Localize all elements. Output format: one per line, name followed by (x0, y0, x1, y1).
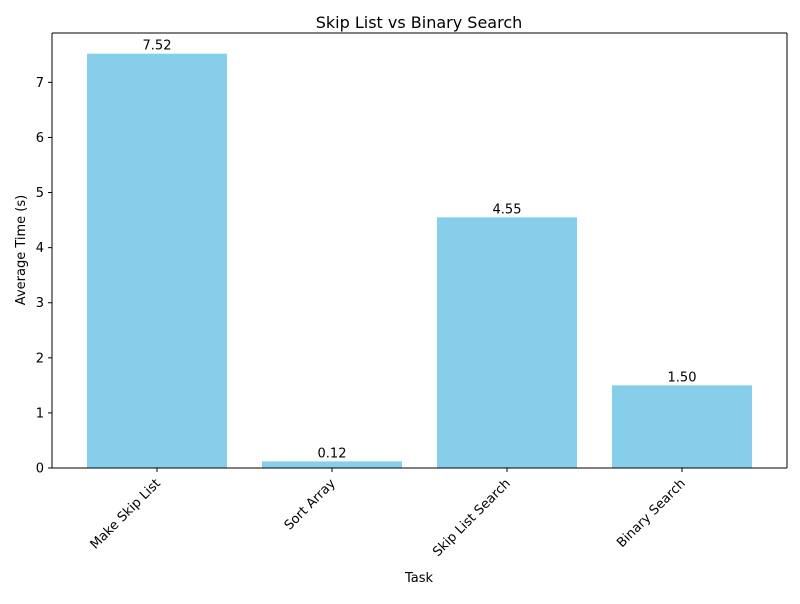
y-tick-label: 0 (36, 462, 44, 477)
bar (612, 385, 752, 468)
bar-value-label: 0.12 (318, 446, 347, 461)
y-tick-label: 5 (36, 186, 44, 201)
bars-layer (87, 53, 752, 469)
y-axis: 0 1 2 3 4 5 6 7 (36, 76, 52, 477)
y-tick-label: 1 (36, 406, 44, 421)
chart-title: Skip List vs Binary Search (316, 13, 523, 32)
bar (437, 217, 577, 468)
y-tick-label: 7 (36, 76, 44, 91)
y-tick-label: 6 (36, 131, 44, 146)
y-tick-label: 3 (36, 296, 44, 311)
bar (87, 53, 227, 469)
bar-value-label: 4.55 (493, 202, 522, 217)
bar (262, 461, 402, 468)
bar-value-label: 1.50 (668, 370, 697, 385)
y-axis-label: Average Time (s) (14, 195, 29, 305)
bar-value-label: 7.52 (143, 39, 172, 54)
data-labels-layer: 7.52 0.12 4.55 1.50 (143, 39, 697, 462)
y-tick-label: 2 (36, 351, 44, 366)
y-tick-label: 4 (36, 241, 44, 256)
x-axis-label: Task (404, 571, 434, 586)
